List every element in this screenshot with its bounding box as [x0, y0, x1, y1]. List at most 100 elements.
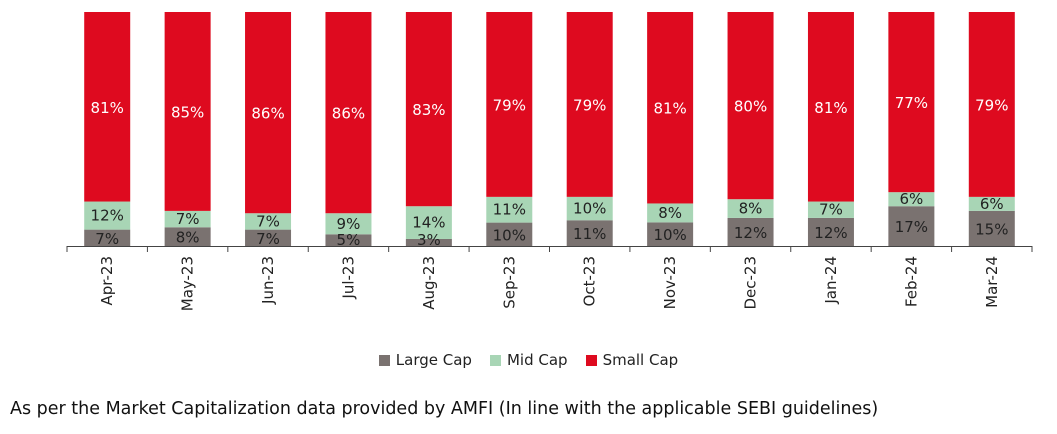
- x-tick-label-aug-23: Aug-23: [420, 256, 438, 310]
- bar-mid-cap-nov-23: [647, 203, 694, 223]
- legend-swatch-large-cap: [378, 354, 390, 366]
- label-mid-cap-jun-23: 7%: [256, 212, 280, 230]
- label-mid-cap-jul-23: 9%: [337, 215, 361, 233]
- label-small-cap-dec-23: 80%: [734, 98, 767, 116]
- x-tick-label-mar-24: Mar-24: [983, 256, 1001, 308]
- bars-group: [84, 12, 1015, 246]
- x-tick-label-jan-24: Jan-24: [822, 256, 840, 305]
- label-small-cap-jul-23: 86%: [332, 105, 365, 123]
- bar-mid-cap-oct-23: [566, 196, 613, 221]
- label-mid-cap-oct-23: 10%: [573, 200, 606, 218]
- bar-small-cap-jan-24: [807, 12, 854, 202]
- label-large-cap-aug-23: 3%: [417, 231, 441, 249]
- bar-small-cap-apr-23: [84, 12, 131, 202]
- label-large-cap-apr-23: 7%: [95, 230, 119, 248]
- label-small-cap-nov-23: 81%: [653, 100, 686, 118]
- bar-large-cap-aug-23: [405, 238, 452, 246]
- x-tick-label-apr-23: Apr-23: [98, 256, 116, 306]
- bar-large-cap-may-23: [164, 227, 211, 246]
- label-large-cap-jan-24: 12%: [814, 224, 847, 242]
- bar-small-cap-aug-23: [405, 12, 452, 207]
- bar-small-cap-oct-23: [566, 12, 613, 197]
- bar-small-cap-mar-24: [968, 12, 1015, 197]
- bar-large-cap-sep-23: [486, 222, 533, 246]
- bar-mid-cap-apr-23: [84, 201, 131, 230]
- bar-large-cap-oct-23: [566, 220, 613, 246]
- bar-mid-cap-sep-23: [486, 196, 533, 223]
- bar-large-cap-feb-24: [888, 206, 935, 246]
- bar-large-cap-jun-23: [245, 229, 292, 246]
- label-small-cap-jun-23: 86%: [251, 105, 284, 123]
- label-large-cap-dec-23: 12%: [734, 224, 767, 242]
- label-large-cap-jun-23: 7%: [256, 230, 280, 248]
- x-tick-label-oct-23: Oct-23: [581, 256, 599, 306]
- label-large-cap-feb-24: 17%: [895, 218, 928, 236]
- x-tick-label-jun-23: Jun-23: [259, 256, 277, 305]
- legend-label-large-cap: Large Cap: [395, 351, 472, 369]
- bar-large-cap-jul-23: [325, 234, 372, 246]
- label-small-cap-feb-24: 77%: [895, 94, 928, 112]
- bar-small-cap-nov-23: [647, 12, 694, 204]
- label-small-cap-mar-24: 79%: [975, 96, 1008, 114]
- bar-large-cap-mar-24: [968, 210, 1015, 246]
- label-small-cap-may-23: 85%: [171, 103, 204, 121]
- x-tick-label-feb-24: Feb-24: [902, 256, 920, 307]
- bar-mid-cap-jan-24: [807, 201, 854, 218]
- bar-large-cap-jan-24: [807, 217, 854, 246]
- label-small-cap-apr-23: 81%: [91, 99, 124, 117]
- label-mid-cap-nov-23: 8%: [658, 204, 682, 222]
- label-small-cap-jan-24: 81%: [814, 99, 847, 117]
- bar-mid-cap-dec-23: [727, 199, 774, 218]
- label-large-cap-mar-24: 15%: [975, 220, 1008, 238]
- bar-mid-cap-jun-23: [245, 213, 292, 230]
- label-large-cap-sep-23: 10%: [493, 226, 526, 244]
- legend: Large Cap Mid Cap Small Cap: [0, 351, 1057, 369]
- label-mid-cap-apr-23: 12%: [91, 207, 124, 225]
- x-tick-label-may-23: May-23: [179, 256, 197, 311]
- label-large-cap-may-23: 8%: [176, 229, 200, 247]
- legend-item-mid-cap: Mid Cap: [489, 351, 568, 369]
- label-large-cap-oct-23: 11%: [573, 225, 606, 243]
- bar-small-cap-jul-23: [325, 12, 372, 214]
- bar-small-cap-may-23: [164, 12, 211, 211]
- label-mid-cap-aug-23: 14%: [412, 214, 445, 232]
- label-mid-cap-may-23: 7%: [176, 210, 200, 228]
- x-tick-label-nov-23: Nov-23: [661, 256, 679, 309]
- footnote: As per the Market Capitalization data pr…: [10, 399, 879, 419]
- bar-mid-cap-may-23: [164, 210, 211, 228]
- label-large-cap-jul-23: 5%: [337, 231, 361, 249]
- bar-mid-cap-aug-23: [405, 206, 452, 239]
- x-tick-label-jul-23: Jul-23: [339, 256, 357, 300]
- x-tick-label-dec-23: Dec-23: [742, 256, 760, 310]
- bar-mid-cap-mar-24: [968, 196, 1015, 211]
- label-mid-cap-jan-24: 7%: [819, 201, 843, 219]
- bar-small-cap-jun-23: [245, 12, 292, 214]
- x-tick-labels-group: Apr-23 May-23 Jun-23 Jul-23 Aug-23 Sep-23 Oct-…: [98, 256, 1001, 311]
- bar-small-cap-sep-23: [486, 12, 533, 197]
- bar-large-cap-dec-23: [727, 217, 774, 246]
- legend-item-large-cap: Large Cap: [378, 351, 472, 369]
- bar-mid-cap-feb-24: [888, 192, 935, 207]
- label-small-cap-oct-23: 79%: [573, 96, 606, 114]
- stacked-bar-chart: 7%12%81%8%7%85%7%7%86%5%9%86%3%14%83%10%…: [66, 12, 1033, 311]
- label-mid-cap-sep-23: 11%: [493, 201, 526, 219]
- x-ticks-group: [66, 246, 1033, 252]
- label-large-cap-nov-23: 10%: [653, 226, 686, 244]
- bar-mid-cap-jul-23: [325, 213, 372, 235]
- legend-swatch-mid-cap: [489, 354, 501, 366]
- bar-large-cap-nov-23: [647, 222, 694, 246]
- legend-swatch-small-cap: [585, 354, 597, 366]
- data-labels-group: 7%12%81%8%7%85%7%7%86%5%9%86%3%14%83%10%…: [91, 94, 1009, 249]
- label-mid-cap-dec-23: 8%: [739, 200, 763, 218]
- label-mid-cap-mar-24: 6%: [980, 195, 1004, 213]
- legend-label-mid-cap: Mid Cap: [506, 351, 568, 369]
- label-small-cap-aug-23: 83%: [412, 101, 445, 119]
- legend-item-small-cap: Small Cap: [585, 351, 679, 369]
- legend-label-small-cap: Small Cap: [602, 351, 679, 369]
- bar-large-cap-apr-23: [84, 229, 131, 246]
- label-small-cap-sep-23: 79%: [493, 96, 526, 114]
- bar-small-cap-feb-24: [888, 12, 935, 193]
- label-mid-cap-feb-24: 6%: [899, 190, 923, 208]
- bar-small-cap-dec-23: [727, 12, 774, 200]
- x-tick-label-sep-23: Sep-23: [500, 256, 518, 309]
